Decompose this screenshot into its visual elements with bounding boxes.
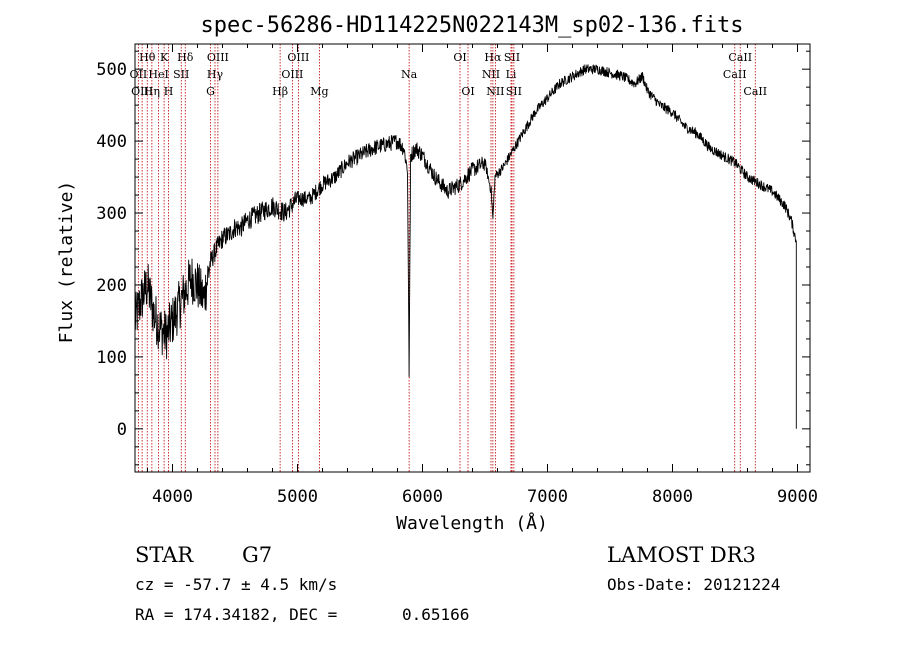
y-tick-label-2: 200 [96, 276, 127, 296]
x-tick-label-2: 6000 [402, 487, 443, 507]
marker-label-12: OIII [287, 51, 309, 64]
x-tick-label-5: 9000 [777, 487, 818, 507]
x-tick-label-1: 5000 [277, 487, 318, 507]
marker-label-0: Hθ [139, 51, 156, 64]
marker-label-14: Hβ [272, 85, 288, 98]
marker-label-23: NII [486, 85, 504, 98]
line-markers: Hθ OII OIII K HeI Hη Hδ SII H OIII Hγ G OIII OIII Hβ Mg… [130, 44, 767, 472]
marker-label-22: Li [506, 68, 517, 81]
obs-date: Obs-Date: 20121224 [607, 575, 780, 594]
marker-label-27: CaII [743, 85, 767, 98]
y-tick-label-4: 400 [96, 132, 127, 152]
spectrum-line [134, 64, 797, 429]
plot-frame [134, 43, 811, 473]
marker-label-5: Hη [144, 85, 160, 98]
subclass: G7 [242, 543, 272, 567]
marker-label-9: OIII [207, 51, 229, 64]
y-axis-label: Flux (relative) [56, 181, 77, 344]
marker-label-13: OIII [281, 68, 303, 81]
x-axis-label: Wavelength (Å) [396, 512, 548, 534]
marker-label-18: OI [461, 85, 474, 98]
x-tick-label-0: 4000 [152, 487, 193, 507]
marker-label-20: SII [504, 51, 520, 64]
marker-label-3: K [160, 51, 169, 64]
marker-label-26: CaII [723, 68, 747, 81]
marker-label-16: Na [401, 68, 418, 81]
marker-label-10: Hγ [207, 68, 224, 81]
coordinates-dec: 0.65166 [402, 605, 469, 624]
spectrum-trace [134, 64, 797, 429]
survey-name: LAMOST DR3 [607, 543, 756, 567]
x-tick-label-4: 8000 [652, 487, 693, 507]
chart-title: spec-56286-HD114225N022143M_sp02-136.fit… [200, 13, 743, 38]
marker-label-15: Mg [310, 85, 328, 98]
marker-label-4: HeI [148, 68, 168, 81]
object-class: STAR [135, 543, 194, 567]
x-tick-label-3: 7000 [527, 487, 568, 507]
marker-label-6: Hδ [177, 51, 194, 64]
marker-label-19: Hα [484, 51, 502, 64]
marker-label-2: OIII [131, 85, 153, 98]
x-axis-ticks: 4000 5000 6000 7000 8000 9000 [147, 44, 818, 507]
redshift-value: cz = -57.7 ± 4.5 km/s [135, 575, 337, 594]
marker-label-11: G [206, 85, 215, 98]
marker-label-7: SII [173, 68, 189, 81]
marker-label-24: SII [506, 85, 522, 98]
marker-label-17: OI [453, 51, 466, 64]
marker-label-1: OII [130, 68, 148, 81]
y-tick-label-3: 300 [96, 204, 127, 224]
y-tick-label-5: 500 [96, 60, 127, 80]
y-tick-label-0: 0 [117, 420, 127, 440]
marker-label-25: CaII [728, 51, 752, 64]
y-tick-label-1: 100 [96, 348, 127, 368]
marker-label-21: NII [482, 68, 500, 81]
y-axis-ticks: 0 100 200 300 400 500 [96, 50, 810, 466]
marker-label-8: H [164, 85, 174, 98]
coordinates-ra: RA = 174.34182, DEC = [135, 605, 337, 624]
